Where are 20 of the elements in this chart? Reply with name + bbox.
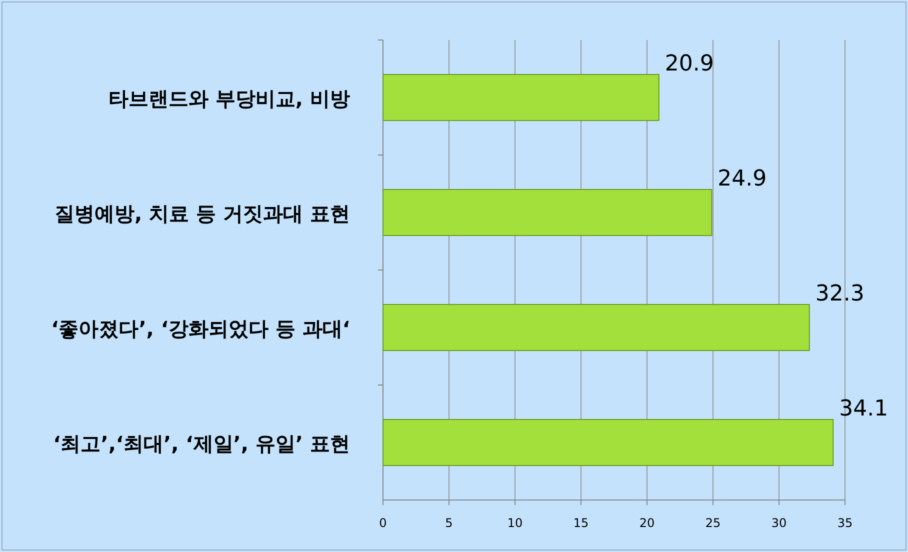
bar xyxy=(382,74,660,121)
y-tick-label: ‘좋아졌다’, ‘강화되었다 등 과대‘ xyxy=(51,316,350,340)
data-label: 24.9 xyxy=(718,166,767,192)
data-label: 34.1 xyxy=(839,396,888,422)
bar xyxy=(382,189,712,236)
x-tick-label: 25 xyxy=(705,516,721,530)
x-tick-label: 15 xyxy=(573,516,589,530)
x-tick-label: 35 xyxy=(837,516,853,530)
x-tick-label: 30 xyxy=(771,516,787,530)
y-tick-label: 질병예방, 치료 등 거짓과대 표현 xyxy=(54,202,350,226)
bar xyxy=(382,304,810,351)
x-tick-label: 20 xyxy=(639,516,655,530)
x-tick-label: 5 xyxy=(445,516,453,530)
x-tick-label: 0 xyxy=(379,516,387,530)
bar xyxy=(382,419,834,466)
data-label: 20.9 xyxy=(664,52,714,76)
x-tick-label: 10 xyxy=(507,516,523,530)
y-tick-label: ‘최고’,‘최대’, ‘제일’, 유일’ 표현 xyxy=(53,432,350,456)
y-tick-label: 타브랜드와 부당비교, 비방 xyxy=(108,86,350,110)
data-label: 32.3 xyxy=(815,282,864,306)
